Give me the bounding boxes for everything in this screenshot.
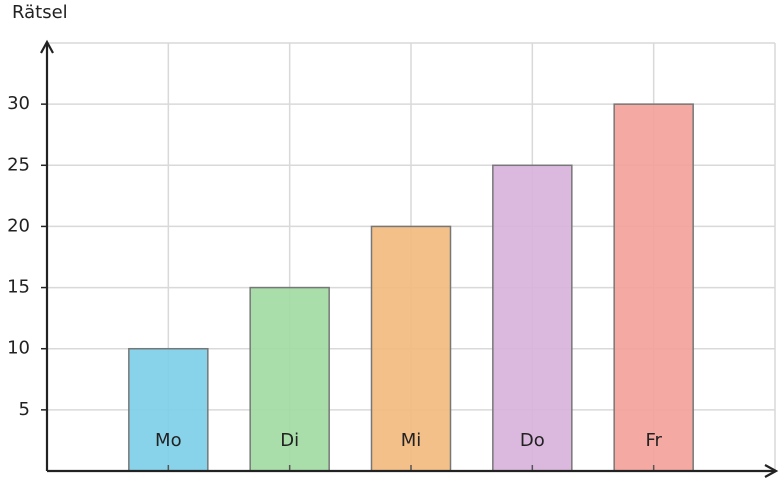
bar xyxy=(370,225,452,472)
bar xyxy=(249,286,330,472)
y-tick-label: 25 xyxy=(7,154,30,175)
x-axis-arrow xyxy=(764,464,779,478)
y-axis-arrow xyxy=(40,39,54,54)
x-tick-label: Do xyxy=(520,430,545,451)
y-tick-label: 15 xyxy=(7,277,30,298)
y-tick-label: 30 xyxy=(7,93,30,114)
bar xyxy=(492,164,573,472)
bar xyxy=(128,347,209,472)
y-tick-label: 5 xyxy=(19,399,30,420)
y-tick-label: 20 xyxy=(7,215,30,236)
y-axis-label: Rätsel xyxy=(12,2,68,23)
y-tick-label: 10 xyxy=(7,338,30,359)
x-tick-label: Fr xyxy=(645,430,662,451)
x-tick-label: Mo xyxy=(155,430,182,451)
x-tick-label: Di xyxy=(280,430,299,451)
x-tick-label: Mi xyxy=(401,430,422,451)
bar xyxy=(613,103,694,472)
